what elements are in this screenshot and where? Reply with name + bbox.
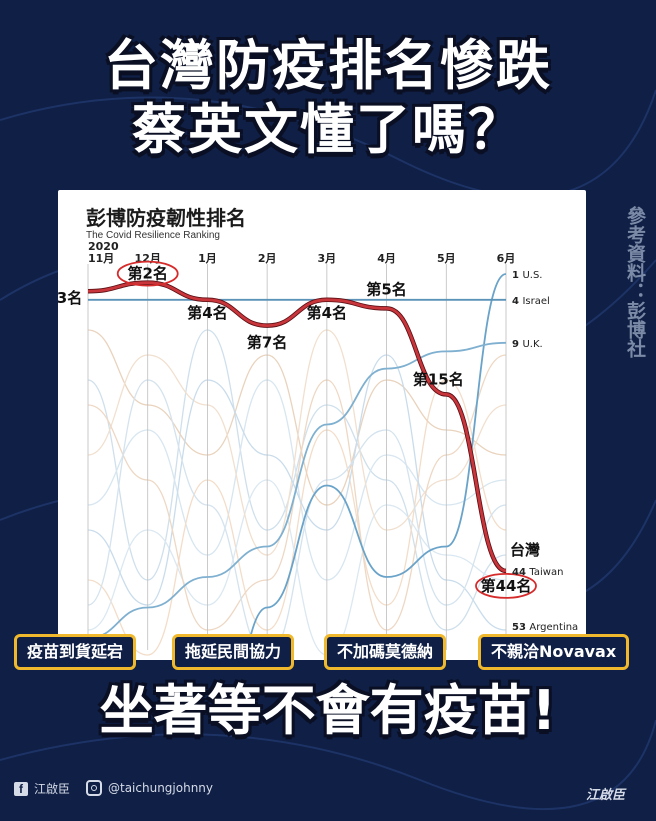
background-series-line xyxy=(87,379,507,656)
ranking-chart: 11月12月1月2月3月4月5月6月2020第3名第2名第4名第7名第4名第5名… xyxy=(58,240,578,660)
headline-line-2: 蔡英文懂了嗎？ xyxy=(132,98,524,161)
bottom-headline: 坐著等不會有疫苗! xyxy=(99,679,557,742)
background-series-line xyxy=(87,479,507,656)
chart-title: 彭博防疫韌性排名 xyxy=(86,206,246,230)
rank-callout: 第44名 xyxy=(481,577,532,595)
rank-callout: 第4名 xyxy=(187,304,227,322)
tag-vaccine-delay: 疫苗到貨延宕 xyxy=(14,634,137,670)
month-label: 11月 xyxy=(88,252,114,265)
signature-logo: 江啟臣 xyxy=(586,788,626,803)
tag-private-delay: 拖延民間協力 xyxy=(172,634,295,670)
right-rank-label: 44 Taiwan xyxy=(512,567,563,578)
background-series-line xyxy=(87,379,507,656)
rank-callout: 第3名 xyxy=(58,289,82,307)
right-rank-label: 9 U.K. xyxy=(512,339,543,350)
tags-row: 疫苗到貨延宕 拖延民間協力 不加碼莫德納 不親洽Novavax xyxy=(14,634,644,670)
rank-callout: 第4名 xyxy=(307,304,347,322)
background-series-line xyxy=(87,329,507,506)
rank-callout: 第7名 xyxy=(247,334,287,352)
facebook-name: 江啟臣 xyxy=(34,782,71,796)
tag-no-moderna: 不加碼莫德納 xyxy=(324,634,447,670)
series-line-us xyxy=(244,273,507,660)
callout-circle xyxy=(116,260,179,287)
series-line-taiwan xyxy=(87,281,507,573)
instagram-handle: @taichungjohnny xyxy=(108,781,214,795)
facebook-icon: f xyxy=(14,781,28,796)
year-label: 2020 xyxy=(88,240,119,253)
footer: f 江啟臣 @taichungjohnny xyxy=(0,770,656,810)
headline-line-1: 台灣防疫排名慘跌 xyxy=(104,34,552,97)
rank-callout: 第15名 xyxy=(413,370,464,388)
month-label: 1月 xyxy=(198,252,217,265)
chart-subtitle: The Covid Resilience Ranking xyxy=(86,230,220,241)
right-rank-label: 1 U.S. xyxy=(512,270,542,281)
instagram-link[interactable]: @taichungjohnny xyxy=(86,780,213,796)
month-label: 6月 xyxy=(497,252,516,265)
rank-callout: 第2名 xyxy=(127,265,167,283)
tag-no-novavax: 不親洽Novavax xyxy=(478,634,630,670)
right-rank-label: 53 Argentina xyxy=(512,622,578,633)
facebook-link[interactable]: f 江啟臣 xyxy=(14,780,70,797)
source-note: 參考資料：彭博社 xyxy=(624,206,646,358)
taiwan-label: 台灣 xyxy=(510,541,540,559)
background-series-line xyxy=(87,354,507,631)
series-line-uk xyxy=(87,341,507,639)
rank-callout: 第5名 xyxy=(366,280,406,298)
month-label: 5月 xyxy=(437,252,456,265)
month-label: 3月 xyxy=(318,252,337,265)
background-series-line xyxy=(87,354,507,631)
month-label: 2月 xyxy=(258,252,277,265)
callout-circle xyxy=(475,572,537,599)
right-rank-label: 4 Israel xyxy=(512,296,550,307)
background-series-line xyxy=(87,329,507,556)
month-label: 4月 xyxy=(377,252,396,265)
chart-card: 11月12月1月2月3月4月5月6月2020第3名第2名第4名第7名第4名第5名… xyxy=(58,190,586,660)
instagram-icon xyxy=(86,780,102,796)
